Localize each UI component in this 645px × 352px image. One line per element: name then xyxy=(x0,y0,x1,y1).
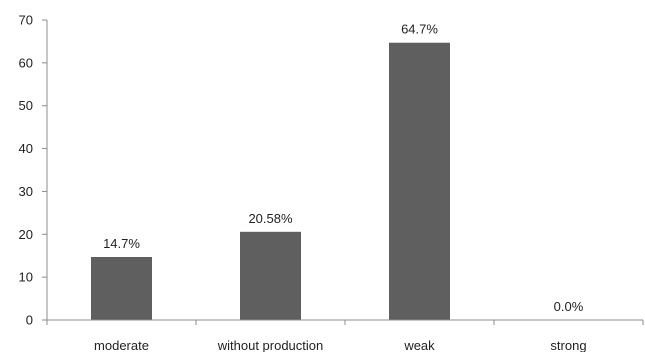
bar-2 xyxy=(389,42,450,320)
category-label-2: weak xyxy=(403,338,435,352)
y-tick-label-1: 10 xyxy=(19,270,33,285)
y-tick-label-5: 50 xyxy=(19,98,33,113)
bars xyxy=(91,42,450,320)
category-label-1: without production xyxy=(217,338,324,352)
data-label-3: 0.0% xyxy=(554,299,584,314)
data-label-2: 64.7% xyxy=(401,22,438,37)
y-tick-label-7: 70 xyxy=(19,13,33,28)
category-labels: moderate without production weak strong xyxy=(94,338,587,352)
x-axis-ticks xyxy=(46,320,644,325)
y-tick-label-4: 40 xyxy=(19,141,33,156)
bar-0 xyxy=(91,257,152,320)
y-tick-label-6: 60 xyxy=(19,55,33,70)
bar-1 xyxy=(240,231,301,320)
y-tick-label-2: 20 xyxy=(19,227,33,242)
y-tick-label-0: 0 xyxy=(26,313,33,328)
y-axis-ticks: 0 10 20 30 40 50 60 70 xyxy=(19,13,47,328)
data-label-1: 20.58% xyxy=(248,211,293,226)
y-tick-label-3: 30 xyxy=(19,184,33,199)
data-labels: 14.7% 20.58% 64.7% 0.0% xyxy=(103,22,584,314)
category-label-3: strong xyxy=(550,338,586,352)
data-label-0: 14.7% xyxy=(103,236,140,251)
category-label-0: moderate xyxy=(94,338,149,352)
